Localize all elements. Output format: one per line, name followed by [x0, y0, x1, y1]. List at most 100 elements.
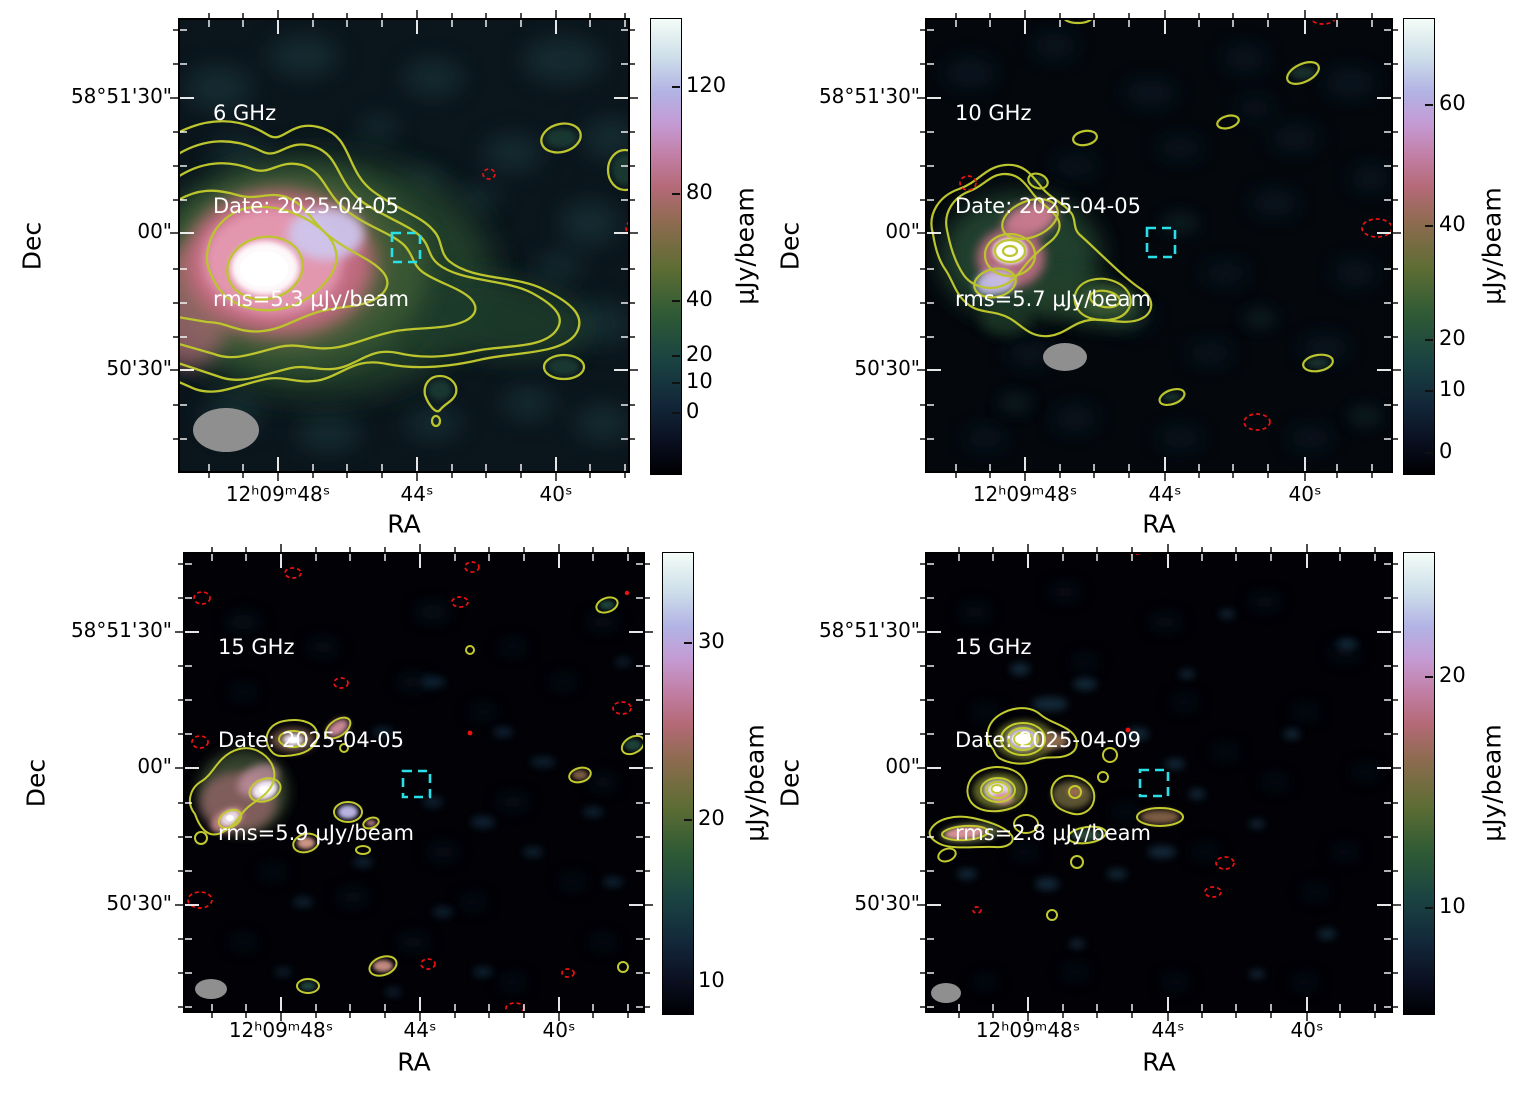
- negative-contours: [482, 168, 630, 235]
- x-axis-label: RA: [1142, 509, 1176, 539]
- colorbar-tick: [672, 193, 680, 195]
- dec-tick-label: 50'30": [854, 891, 920, 915]
- colorbar-unit-label: μJy/beam: [1477, 187, 1507, 305]
- dec-tick-label: 58°51'30": [818, 84, 920, 108]
- colorbar-tick-label: 10: [1439, 894, 1466, 918]
- date-label: Date: 2025-04-05: [955, 194, 1141, 218]
- map-panel-10ghz: [917, 10, 1401, 481]
- dec-tick-label: 00": [137, 219, 172, 243]
- colorbar-tick: [1425, 339, 1433, 341]
- rms-label: rms=2.8 μJy/beam: [955, 821, 1151, 845]
- negative-contours: [187, 561, 632, 1013]
- target-box: [1138, 768, 1170, 798]
- colorbar-tick-label: 80: [686, 180, 713, 204]
- colorbar-tick: [684, 642, 692, 644]
- colorbar-tick: [672, 300, 680, 302]
- colorbar-tick-label: 20: [1439, 326, 1466, 350]
- radio-source-fill: [198, 600, 642, 991]
- positive-contours: [188, 596, 645, 994]
- colorbar-tick: [672, 86, 680, 88]
- dec-tick-label: 00": [885, 219, 920, 243]
- colorbar-15ghz-b: [1403, 552, 1435, 1015]
- ra-tick-label: 44ˢ: [400, 482, 434, 506]
- dec-tick-label: 58°51'30": [818, 618, 920, 642]
- date-label: Date: 2025-04-09: [955, 728, 1141, 752]
- ra-tick-label: 44ˢ: [1151, 1018, 1185, 1042]
- rms-label: rms=5.7 μJy/beam: [955, 287, 1151, 311]
- y-axis-label: Dec: [775, 221, 805, 271]
- y-axis-label: Dec: [775, 758, 805, 808]
- dec-tick-label: 58°51'30": [70, 618, 172, 642]
- dec-tick-label: 50'30": [854, 356, 920, 380]
- map-panel-15ghz-b: [917, 544, 1401, 1021]
- axis-ticks: [175, 544, 653, 1021]
- colorbar-tick-label: 20: [686, 342, 713, 366]
- colorbar-tick-label: 10: [686, 369, 713, 393]
- colorbar-tick-label: 40: [686, 287, 713, 311]
- colorbar-tick: [1425, 452, 1433, 454]
- colorbar-tick-label: 10: [698, 968, 725, 992]
- dec-tick-label: 50'30": [106, 356, 172, 380]
- axis-ticks: [170, 10, 638, 481]
- negative-dots: [1125, 727, 1131, 733]
- colorbar-tick-label: 120: [686, 73, 727, 97]
- x-axis-label: RA: [1142, 1047, 1176, 1077]
- noise-field: [959, 585, 1379, 988]
- colorbar-tick-label: 20: [1439, 663, 1466, 687]
- synthesized-beam: [1043, 343, 1087, 371]
- colorbar-tick-label: 0: [686, 399, 700, 423]
- colorbar-6ghz: [650, 18, 682, 475]
- date-label: Date: 2025-04-05: [218, 728, 404, 752]
- colorbar-unit-label: μJy/beam: [730, 187, 760, 305]
- colorbar-unit-label: μJy/beam: [740, 724, 770, 842]
- ra-tick-label: 12ʰ09ᵐ48ˢ: [228, 1018, 334, 1042]
- colorbar-tick-label: 10: [1439, 377, 1466, 401]
- ra-tick-label: 12ʰ09ᵐ48ˢ: [225, 482, 331, 506]
- dec-tick-label: 00": [137, 754, 172, 778]
- y-axis-label: Dec: [17, 221, 47, 271]
- dec-tick-label: 50'30": [106, 891, 172, 915]
- annotation-6ghz: 6 GHz Date: 2025-04-05 rms=5.3 μJy/beam: [213, 36, 409, 377]
- freq-label: 10 GHz: [955, 101, 1032, 125]
- axes-frame: [925, 552, 1393, 1013]
- noise-field: [944, 34, 1390, 448]
- positive-contours: [178, 120, 630, 428]
- axis-ticks: [917, 10, 1401, 481]
- colorbar-tick-label: 60: [1439, 91, 1466, 115]
- dec-tick-label: 00": [885, 754, 920, 778]
- synthesized-beam: [931, 983, 961, 1003]
- annotation-15ghz-a: 15 GHz Date: 2025-04-05 rms=5.9 μJy/beam: [218, 570, 414, 911]
- colorbar-10ghz: [1403, 18, 1435, 475]
- colorbar-tick: [1425, 390, 1433, 392]
- colorbar-tick: [1425, 676, 1433, 678]
- colorbar-tick: [1425, 907, 1433, 909]
- ra-tick-label: 40ˢ: [1290, 1018, 1324, 1042]
- positive-contours: [928, 707, 1184, 921]
- freq-label: 15 GHz: [218, 635, 295, 659]
- freq-label: 6 GHz: [213, 101, 277, 125]
- noise-field: [225, 604, 619, 988]
- x-axis-label: RA: [397, 1047, 431, 1077]
- ra-tick-label: 40ˢ: [1288, 482, 1322, 506]
- ra-tick-label: 40ˢ: [542, 1018, 576, 1042]
- ra-tick-label: 44ˢ: [403, 1018, 437, 1042]
- map-panel-15ghz-a: [175, 544, 653, 1021]
- colorbar-tick: [672, 355, 680, 357]
- colorbar-tick: [1425, 104, 1433, 106]
- ra-tick-label: 12ʰ09ᵐ48ˢ: [972, 482, 1078, 506]
- ra-tick-label: 12ʰ09ᵐ48ˢ: [975, 1018, 1081, 1042]
- colorbar-tick: [1425, 225, 1433, 227]
- noise-field-blue: [957, 610, 1357, 978]
- colorbar-tick-label: 0: [1439, 439, 1453, 463]
- colorbar-unit-label: μJy/beam: [1477, 724, 1507, 842]
- date-label: Date: 2025-04-05: [213, 194, 399, 218]
- rms-label: rms=5.9 μJy/beam: [218, 821, 414, 845]
- ra-tick-label: 44ˢ: [1148, 482, 1182, 506]
- colorbar-tick-label: 20: [698, 806, 725, 830]
- colorbar-tick-label: 30: [698, 629, 725, 653]
- colorbar-tick: [684, 819, 692, 821]
- freq-label: 15 GHz: [955, 635, 1032, 659]
- annotation-10ghz: 10 GHz Date: 2025-04-05 rms=5.7 μJy/beam: [955, 36, 1151, 377]
- synthesized-beam: [193, 408, 259, 452]
